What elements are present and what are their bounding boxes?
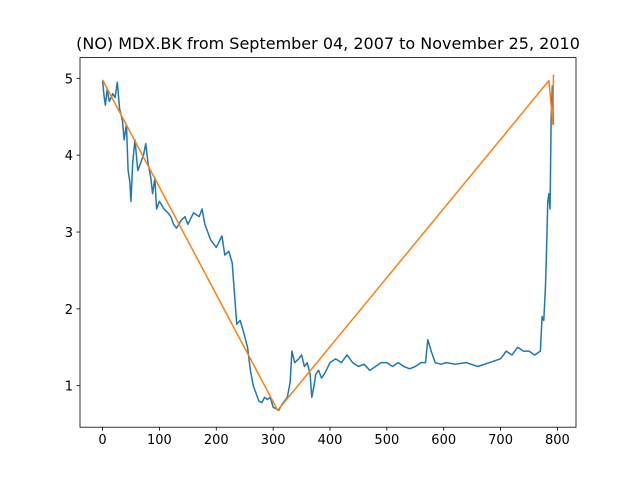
- data-line: [101, 80, 555, 412]
- y-tick-label: 5: [65, 72, 73, 87]
- x-tick-label: 700: [488, 433, 513, 448]
- x-tick-label: 0: [98, 433, 106, 448]
- x-tick-label: 400: [318, 433, 343, 448]
- chart-title: (NO) MDX.BK from September 04, 2007 to N…: [76, 34, 580, 53]
- y-tick-label: 2: [65, 303, 73, 318]
- x-tick-label: 500: [374, 433, 399, 448]
- x-tick-label: 100: [147, 433, 172, 448]
- data-line: [101, 74, 555, 412]
- y-tick-label: 4: [65, 149, 73, 164]
- x-tick-label: 600: [431, 433, 456, 448]
- y-tick-label: 1: [65, 380, 73, 395]
- plot-frame: [79, 57, 577, 428]
- x-tick-label: 200: [204, 433, 229, 448]
- y-tick-label: 3: [65, 226, 73, 241]
- x-tick-label: 300: [261, 433, 286, 448]
- x-tick-label: 800: [545, 433, 570, 448]
